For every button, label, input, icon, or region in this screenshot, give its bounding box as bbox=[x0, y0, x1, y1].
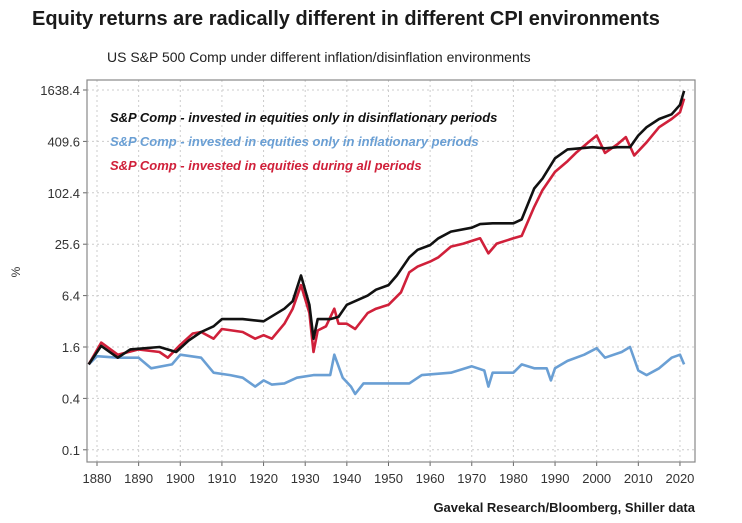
source-note: Gavekal Research/Bloomberg, Shiller data bbox=[433, 500, 695, 515]
x-tick-label: 1950 bbox=[374, 471, 403, 486]
legend-entry-0: S&P Comp - invested in equities only in … bbox=[110, 110, 497, 125]
y-axis-label: % bbox=[9, 266, 23, 277]
y-tick-label: 6.4 bbox=[62, 289, 80, 304]
x-tick-label: 1920 bbox=[249, 471, 278, 486]
x-tick-label: 2010 bbox=[624, 471, 653, 486]
x-tick-label: 2020 bbox=[665, 471, 694, 486]
chart-subtitle: US S&P 500 Comp under different inflatio… bbox=[107, 49, 531, 65]
legend-entry-1: S&P Comp - invested in equities only in … bbox=[110, 134, 479, 149]
x-tick-label: 1900 bbox=[166, 471, 195, 486]
gridlines bbox=[87, 80, 695, 462]
y-tick-label: 1638.4 bbox=[40, 83, 80, 98]
x-tick-label: 1980 bbox=[499, 471, 528, 486]
x-tick-label: 1880 bbox=[83, 471, 112, 486]
x-tick-label: 1930 bbox=[291, 471, 320, 486]
x-tick-label: 1990 bbox=[541, 471, 570, 486]
y-tick-label: 102.4 bbox=[47, 186, 80, 201]
series-line-2 bbox=[87, 98, 686, 366]
series-lines bbox=[87, 90, 686, 396]
y-tick-label: 1.6 bbox=[62, 340, 80, 355]
legend: S&P Comp - invested in equities only in … bbox=[110, 110, 497, 173]
series-line-1 bbox=[87, 345, 686, 396]
x-tick-label: 1910 bbox=[207, 471, 236, 486]
series-line-0 bbox=[87, 90, 686, 366]
chart-title: Equity returns are radically different i… bbox=[32, 8, 660, 30]
legend-entry-2: S&P Comp - invested in equities during a… bbox=[110, 158, 422, 173]
y-tick-label: 409.6 bbox=[47, 134, 80, 149]
y-tick-label: 25.6 bbox=[55, 237, 80, 252]
y-tick-label: 0.4 bbox=[62, 391, 80, 406]
plot-frame bbox=[86, 79, 696, 463]
x-tick-label: 1890 bbox=[124, 471, 153, 486]
y-tick-label: 0.1 bbox=[62, 443, 80, 458]
x-tick-label: 2000 bbox=[582, 471, 611, 486]
x-tick-label: 1960 bbox=[416, 471, 445, 486]
x-tick-label: 1940 bbox=[332, 471, 361, 486]
x-tick-label: 1970 bbox=[457, 471, 486, 486]
